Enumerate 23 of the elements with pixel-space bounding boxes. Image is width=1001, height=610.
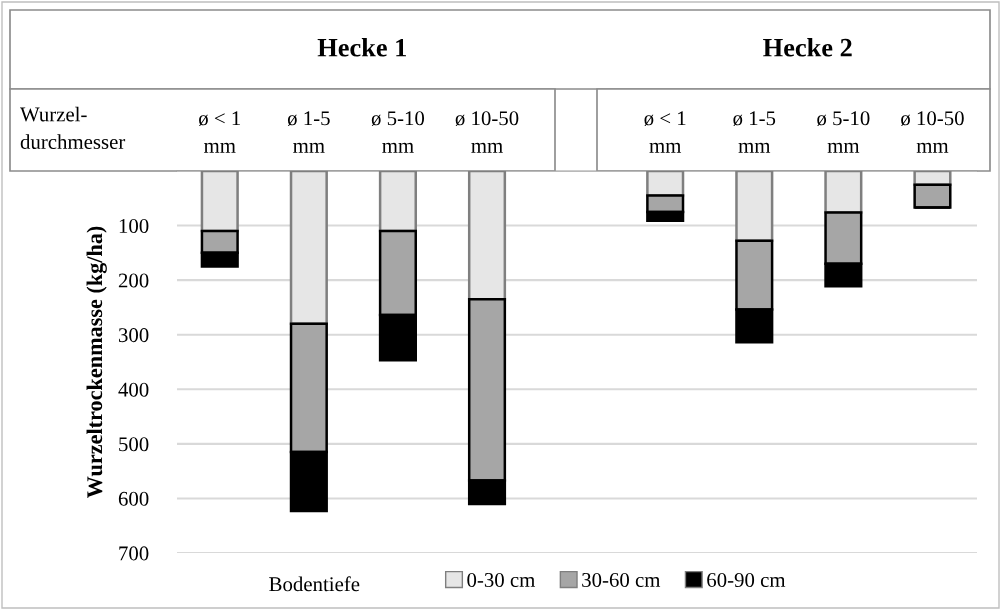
x-tick-label: ø < 1 mm [644, 111, 686, 153]
y-tick-label: 300 [118, 328, 149, 343]
y-tick-label: 200 [118, 273, 149, 288]
text: Hecke 1 [317, 38, 406, 57]
text: Wurzel- durchmesser [20, 106, 126, 149]
x-tick-label: ø 5-10 mm [817, 111, 870, 153]
x-tick-label: ø < 1 mm [198, 111, 241, 153]
legend-label: 0-30 cm [467, 572, 536, 588]
text: Hecke 2 [763, 38, 852, 57]
y-axis-title: Wurzeltrockenmasse (kg/ha) [86, 226, 107, 498]
y-tick-label: 700 [119, 546, 149, 561]
legend-title: Bodentiefe [269, 576, 360, 592]
x-tick-label: ø 5-10 mm [371, 111, 425, 153]
x-tick-label: ø 10-50 mm [455, 111, 519, 153]
legend-label: 60-90 cm [707, 572, 786, 588]
y-tick-label: 100 [119, 218, 149, 233]
x-tick-label: ø 10-50 mm [901, 111, 964, 153]
legend-label: 30-60 cm [582, 572, 661, 588]
y-tick-label: 600 [118, 491, 149, 506]
y-tick-label: 400 [118, 382, 149, 397]
y-tick-label: 500 [119, 437, 149, 452]
x-tick-label: ø 1-5 mm [733, 111, 776, 153]
x-tick-label: ø 1-5 mm [287, 111, 330, 153]
